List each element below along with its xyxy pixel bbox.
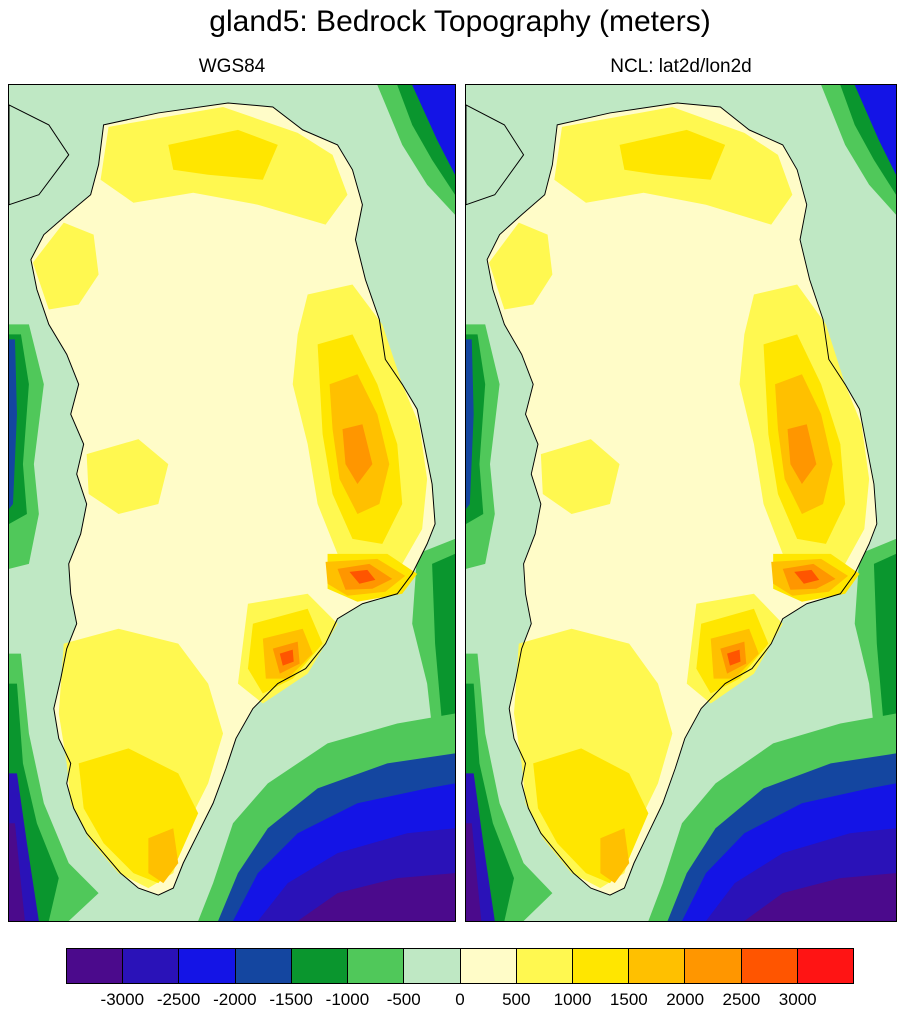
map-panel-wgs84 <box>8 84 456 922</box>
ocean-depth-region <box>412 85 455 175</box>
elevation-contour-region <box>727 649 741 666</box>
colorbar-swatch <box>797 949 854 983</box>
colorbar-label: -500 <box>386 990 421 1009</box>
colorbar-swatch <box>516 949 573 983</box>
elevation-contour-region <box>787 424 817 485</box>
elevation-contour-region <box>600 828 630 884</box>
elevation-contour-region <box>148 239 278 355</box>
panel-subtitle-ncl: NCL: lat2d/lon2d <box>610 56 752 77</box>
coastline <box>486 102 878 896</box>
colorbar-label: -1500 <box>269 990 313 1009</box>
colorbar-swatch <box>123 949 180 983</box>
elevation-contour-region <box>342 424 373 485</box>
elevation-contour-region <box>489 222 553 310</box>
colorbar-label: 500 <box>502 990 531 1009</box>
elevation-contour-region <box>619 129 726 180</box>
ocean-depth-region <box>466 823 482 921</box>
ellesmere-coastline <box>466 104 525 206</box>
colorbar-label: 0 <box>455 990 465 1009</box>
colorbar-label: -3000 <box>100 990 145 1009</box>
figure-title: gland5: Bedrock Topography (meters) <box>209 5 711 38</box>
colorbar-label: -1000 <box>325 990 370 1009</box>
colorbar-swatch <box>741 949 798 983</box>
colorbar-label: 2000 <box>666 990 705 1009</box>
ellesmere-coastline <box>9 104 70 206</box>
colorbar-swatch <box>572 949 630 983</box>
colorbar-label: 1000 <box>553 990 592 1009</box>
colorbar-label: 3000 <box>778 990 817 1009</box>
coastline <box>30 102 436 896</box>
colorbar <box>66 948 854 984</box>
topography-map <box>466 85 896 921</box>
elevation-contour-region <box>32 222 99 310</box>
colorbar-label: -2500 <box>156 990 201 1009</box>
elevation-contour-region <box>113 523 248 629</box>
colorbar-labels: -3000 -2500 -2000 -1500 -1000 -500 0 500 1000 150… <box>66 990 854 1012</box>
map-panel-ncl <box>465 84 897 922</box>
colorbar-swatch <box>67 949 124 983</box>
elevation-contour-region <box>168 129 278 180</box>
ocean-depth-region <box>744 873 896 921</box>
colorbar-swatch <box>404 949 461 983</box>
ocean-depth-region <box>466 339 474 509</box>
colorbar-swatch <box>291 949 349 983</box>
elevation-contour-region <box>600 239 726 355</box>
colorbar-label: -2000 <box>213 990 257 1009</box>
elevation-contour-region <box>279 649 294 666</box>
ocean-depth-region <box>854 85 896 175</box>
colorbar-swatch <box>685 949 742 983</box>
colorbar-swatch <box>348 949 405 983</box>
colorbar-label: 1500 <box>609 990 648 1009</box>
ocean-depth-region <box>9 823 25 921</box>
elevation-contour-region <box>349 569 376 584</box>
elevation-contour-region <box>540 439 620 514</box>
ocean-depth-region <box>297 873 455 921</box>
elevation-contour-region <box>566 523 697 629</box>
colorbar-label: 2500 <box>722 990 761 1009</box>
ocean-depth-region <box>9 339 17 509</box>
elevation-contour-region <box>86 439 169 514</box>
panel-subtitle-wgs84: WGS84 <box>198 56 266 77</box>
colorbar-swatch <box>179 949 236 983</box>
colorbar-swatch <box>460 949 517 983</box>
topography-map <box>9 85 455 921</box>
elevation-contour-region <box>148 828 179 884</box>
colorbar-swatch <box>629 949 686 983</box>
elevation-contour-region <box>794 569 820 584</box>
colorbar-swatch <box>235 949 292 983</box>
